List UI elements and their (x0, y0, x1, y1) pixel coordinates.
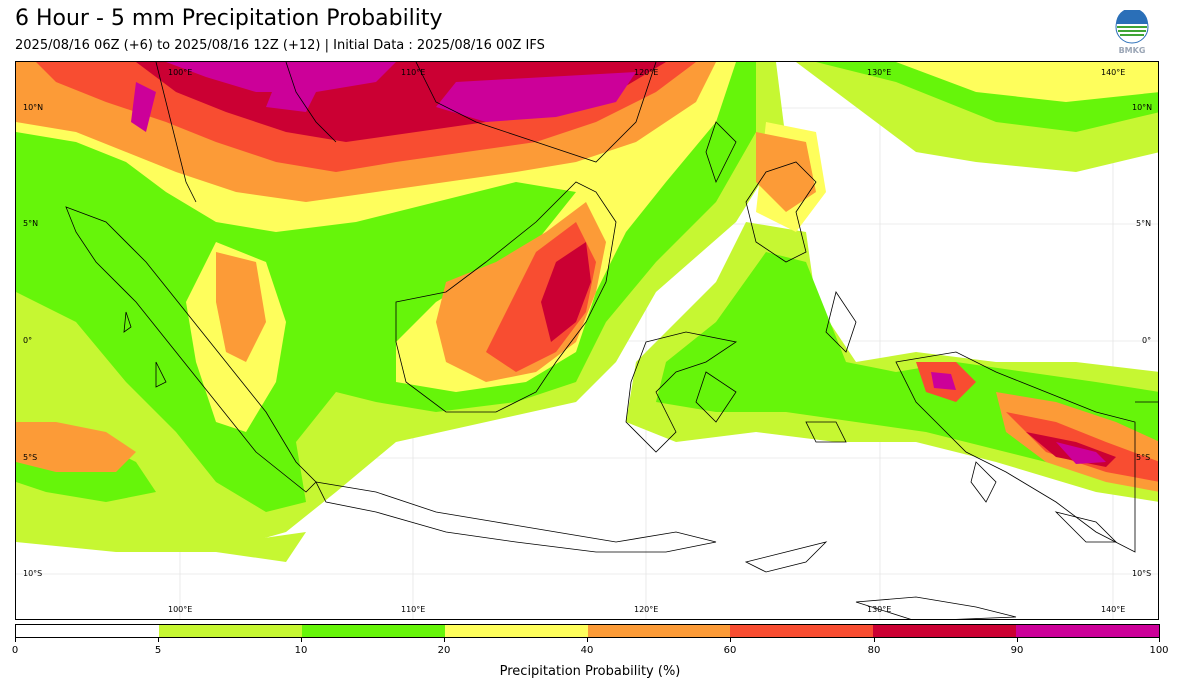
colorbar-segment-40-60 (587, 625, 731, 637)
colorbar-segment-10-20 (301, 625, 445, 637)
lon-label-top-110: 110°E (401, 68, 426, 77)
lat-label-right-10n: 10°N (1132, 103, 1153, 112)
map-canvas (16, 62, 1158, 619)
colorbar-tick (874, 638, 875, 642)
colorbar-tick-label-90: 90 (1010, 645, 1024, 656)
colorbar-segment-60-80 (730, 625, 874, 637)
colorbar-tick-label-60: 60 (723, 645, 737, 656)
lon-label-bottom-110: 110°E (401, 605, 426, 614)
lat-label-right-0: 0° (1142, 336, 1152, 345)
probability-field-max (131, 62, 1106, 464)
colorbar-segment-5-10 (158, 625, 302, 637)
lon-label-bottom-120: 120°E (634, 605, 659, 614)
lat-label-left-0: 0° (23, 336, 33, 345)
colorbar-tick (1159, 638, 1160, 642)
lat-label-right-5s: 5°S (1136, 453, 1151, 462)
lon-label-bottom-140: 140°E (1101, 605, 1126, 614)
colorbar-segment-0-5 (16, 625, 159, 637)
colorbar-tick-label-10: 10 (294, 645, 308, 656)
colorbar-segment-90-100 (1016, 625, 1159, 637)
colorbar-tick-label-0: 0 (11, 645, 19, 656)
lat-label-right-10s: 10°S (1132, 569, 1152, 578)
lon-label-top-130: 130°E (867, 68, 892, 77)
bmkg-logo: BMKG (1113, 8, 1151, 56)
colorbar (15, 624, 1160, 638)
colorbar-segment-20-40 (444, 625, 588, 637)
lon-label-top-140: 140°E (1101, 68, 1126, 77)
logo-text: BMKG (1119, 46, 1146, 55)
lat-label-left-5s: 5°S (23, 453, 38, 462)
lon-label-top-120: 120°E (634, 68, 659, 77)
colorbar-tick-label-40: 40 (580, 645, 594, 656)
lon-label-bottom-130: 130°E (867, 605, 892, 614)
lat-label-left-10s: 10°S (23, 569, 43, 578)
lon-label-top-100: 100°E (168, 68, 193, 77)
map-subtitle: 2025/08/16 06Z (+6) to 2025/08/16 12Z (+… (15, 38, 545, 53)
colorbar-tick (158, 638, 159, 642)
colorbar-segment-80-90 (873, 625, 1017, 637)
coastlines (65, 62, 1158, 619)
colorbar-tick (730, 638, 731, 642)
precipitation-map: 100°E 110°E 120°E 130°E 140°E 100°E 110°… (15, 61, 1159, 620)
colorbar-tick-label-5: 5 (154, 645, 162, 656)
colorbar-tick (301, 638, 302, 642)
lon-label-bottom-100: 100°E (168, 605, 193, 614)
colorbar-tick-label-80: 80 (867, 645, 881, 656)
colorbar-tick (587, 638, 588, 642)
lat-label-right-5n: 5°N (1136, 219, 1152, 228)
colorbar-tick-label-20: 20 (437, 645, 451, 656)
lat-label-left-5n: 5°N (23, 219, 39, 228)
colorbar-tick (15, 638, 16, 642)
colorbar-tick (444, 638, 445, 642)
colorbar-tick-label-100: 100 (1149, 645, 1169, 656)
map-title: 6 Hour - 5 mm Precipitation Probability (15, 6, 443, 31)
lat-label-left-10n: 10°N (23, 103, 44, 112)
colorbar-label: Precipitation Probability (%) (499, 664, 681, 679)
colorbar-tick (1017, 638, 1018, 642)
